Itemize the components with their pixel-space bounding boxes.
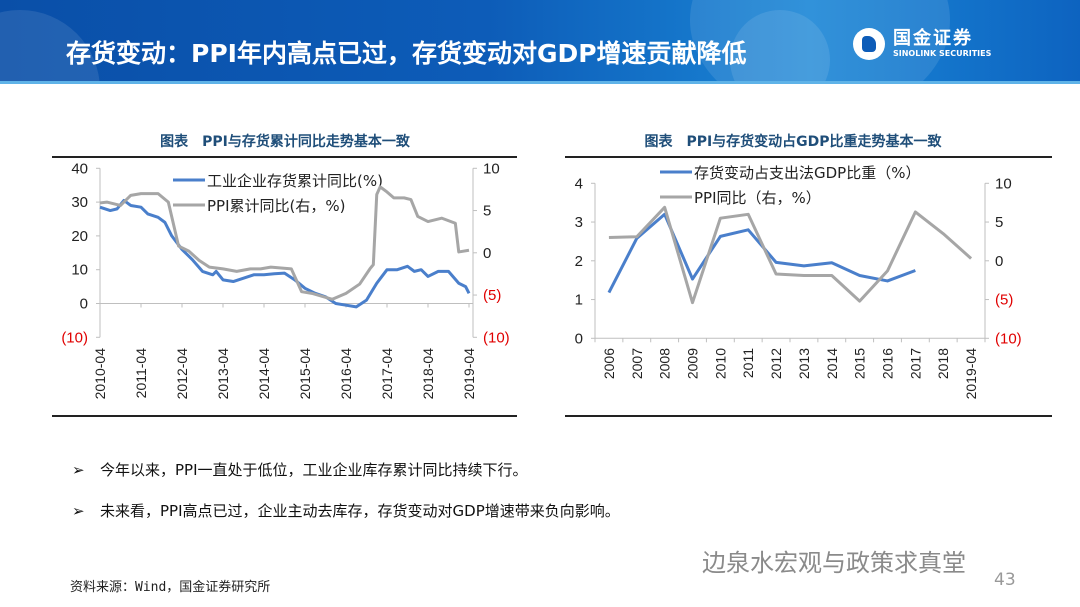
series-line-1 xyxy=(99,198,471,309)
x-tick-label: 2014 xyxy=(824,348,840,379)
y-right-tick-label: 5 xyxy=(995,214,1003,231)
y-right-tick-label: 10 xyxy=(995,175,1012,192)
bullet-1: ➢ 今年以来，PPI一直处于低位，工业企业库存累计同比持续下行。 xyxy=(72,459,528,480)
x-tick-label: 2016-04 xyxy=(338,348,354,400)
x-tick-label: 2012 xyxy=(768,348,784,379)
y-right-tick-label: (5) xyxy=(483,287,501,304)
chart-1-title: 图表 PPI与存货累计同比走势基本一致 xyxy=(160,134,410,150)
header-banner: 存货变动：PPI年内高点已过，存货变动对GDP增速贡献降低 国金证券 SINOL… xyxy=(0,0,1080,84)
x-tick-label: 2006 xyxy=(601,348,617,379)
bullet-text: 未来看，PPI高点已过，企业主动去库存，存货变动对GDP增速带来负向影响。 xyxy=(100,502,620,520)
x-tick-label: 2011 xyxy=(740,348,756,378)
x-tick-label: 2018-04 xyxy=(420,348,436,400)
x-tick-label: 2019-04 xyxy=(461,348,477,400)
y-right-tick-label: (10) xyxy=(483,329,510,346)
logo-name-en: SINOLINK SECURITIES xyxy=(893,49,992,58)
logo-icon xyxy=(853,28,885,60)
x-tick-label: 2018 xyxy=(935,348,951,379)
x-tick-label: 2014-04 xyxy=(256,348,272,400)
y-left-tick-label: 0 xyxy=(575,330,583,347)
y-right-tick-label: (10) xyxy=(995,330,1022,347)
page-title: 存货变动：PPI年内高点已过，存货变动对GDP增速贡献降低 xyxy=(66,39,747,68)
x-tick-label: 2010 xyxy=(712,348,728,379)
x-tick-label: 2009 xyxy=(685,348,701,379)
y-right-tick-label: 10 xyxy=(483,160,500,177)
y-left-tick-label: 4 xyxy=(575,175,583,192)
series-line-1 xyxy=(607,212,916,294)
y-left-tick-label: 3 xyxy=(575,214,583,231)
x-tick-label: 2019-04 xyxy=(963,348,979,400)
y-left-tick-label: 40 xyxy=(71,160,88,177)
y-left-tick-label: 1 xyxy=(575,292,583,309)
arrow-bullet-icon: ➢ xyxy=(72,502,85,520)
x-tick-label: 2015 xyxy=(852,348,868,379)
x-tick-label: 2010-04 xyxy=(92,348,108,400)
y-right-tick-label: 0 xyxy=(483,245,491,262)
legend-label-1: 工业企业存货累计同比(%) xyxy=(207,172,383,190)
chart-2-title: 图表 PPI与存货变动占GDP比重走势基本一致 xyxy=(644,134,942,150)
arrow-bullet-icon: ➢ xyxy=(72,461,85,479)
x-tick-label: 2012-04 xyxy=(174,348,190,400)
series-line-2 xyxy=(99,185,470,301)
bullet-text: 今年以来，PPI一直处于低位，工业企业库存累计同比持续下行。 xyxy=(100,461,528,479)
watermark: 边泉水宏观与政策求真堂 xyxy=(702,549,966,577)
x-tick-label: 2008 xyxy=(657,348,673,379)
legend-label-1: 存货变动占支出法GDP比重（%） xyxy=(694,164,920,182)
x-tick-label: 2016 xyxy=(880,348,896,379)
y-left-tick-label: 10 xyxy=(71,262,88,279)
x-tick-label: 2007 xyxy=(629,348,645,379)
y-left-tick-label: 0 xyxy=(80,296,88,313)
y-right-tick-label: 0 xyxy=(995,253,1003,270)
y-left-tick-label: 2 xyxy=(575,253,583,270)
x-tick-label: 2013 xyxy=(796,348,812,379)
y-left-tick-label: 30 xyxy=(71,194,88,211)
legend-label-2: PPI累计同比(右，%) xyxy=(207,197,345,215)
bullet-2: ➢ 未来看，PPI高点已过，企业主动去库存，存货变动对GDP增速带来负向影响。 xyxy=(72,500,620,521)
source-note: 资料来源：Wind，国金证券研究所 xyxy=(70,580,271,595)
x-tick-label: 2017 xyxy=(907,348,923,379)
x-tick-label: 2013-04 xyxy=(215,348,231,400)
page-number: 43 xyxy=(994,570,1016,590)
x-tick-label: 2015-04 xyxy=(297,348,313,400)
legend-label-2: PPI同比（右，%） xyxy=(694,189,821,207)
x-tick-label: 2017-04 xyxy=(379,348,395,400)
y-right-tick-label: 5 xyxy=(483,203,491,220)
series-line-2 xyxy=(608,205,973,305)
company-logo: 国金证券 SINOLINK SECURITIES xyxy=(853,28,991,60)
y-left-tick-label: 20 xyxy=(71,228,88,245)
y-right-tick-label: (5) xyxy=(995,292,1013,309)
y-left-tick-label: (10) xyxy=(61,329,88,346)
x-tick-label: 2011-04 xyxy=(133,348,149,399)
logo-name-cn: 国金证券 xyxy=(893,28,973,49)
